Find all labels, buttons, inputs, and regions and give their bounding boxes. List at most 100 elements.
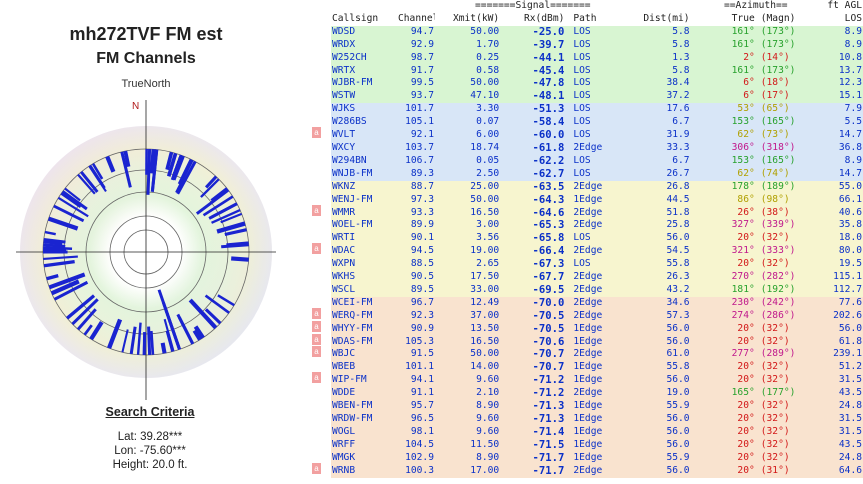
signal-spoke <box>216 221 246 234</box>
col-magn: (Magn) <box>755 12 821 26</box>
dist-cell: 44.5 <box>630 193 691 207</box>
true-azimuth-cell: 161° <box>690 38 756 52</box>
los-cell: 56.0 <box>821 322 863 336</box>
callsign-cell: WNJB-FM <box>331 167 397 181</box>
signal-spoke <box>77 173 96 195</box>
true-azimuth-cell: 270° <box>690 271 756 284</box>
true-azimuth-cell: 274° <box>690 309 756 323</box>
rx-cell: -25.0 <box>500 25 566 39</box>
path-cell: LOS <box>565 232 631 246</box>
station-spoke <box>147 326 152 355</box>
station-spoke <box>66 302 86 320</box>
callsign-cell: WENJ-FM <box>331 193 397 207</box>
xmit-cell: 17.00 <box>435 464 501 478</box>
channel-cell: 98.1 <box>397 425 435 439</box>
rx-cell: -71.2 <box>500 374 566 388</box>
channel-cell: 101.7 <box>397 103 435 117</box>
search-lat: Lat: 39.28*** <box>117 431 183 443</box>
channel-cell: 102.9 <box>397 451 435 465</box>
los-cell: 31.5 <box>821 374 863 388</box>
dist-cell: 5.8 <box>630 38 691 52</box>
xmit-cell: 0.25 <box>435 51 501 65</box>
signal-spoke <box>200 178 220 198</box>
xmit-cell: 16.50 <box>435 335 501 349</box>
path-cell: 1Edge <box>565 400 631 413</box>
magnetic-azimuth-cell: (32°) <box>755 413 821 426</box>
station-spoke <box>150 149 159 192</box>
los-cell: 13.7 <box>821 64 863 78</box>
magnetic-azimuth-cell: (173°) <box>755 38 821 52</box>
signal-spoke <box>204 175 218 189</box>
station-spoke <box>172 154 183 176</box>
rx-cell: -67.7 <box>500 271 566 284</box>
magnetic-azimuth-cell: (173°) <box>755 64 821 78</box>
callsign-cell: WVLT <box>331 129 397 142</box>
channel-cell: 94.5 <box>397 245 435 259</box>
rx-cell: -58.4 <box>500 116 566 130</box>
true-azimuth-cell: 20° <box>690 400 756 413</box>
signal-spoke <box>226 241 249 246</box>
true-azimuth-cell: 20° <box>690 322 756 336</box>
table-row: WBEN-FM 95.7 8.90 -71.3 1Edge 55.9 20° (32°) 24.… <box>331 400 863 413</box>
station-spoke <box>163 306 181 350</box>
callsign-cell: WRTI <box>331 232 397 246</box>
row-marker: a <box>312 204 321 216</box>
table-row: WERQ-FM 92.3 37.00 -70.5 2Edge 57.3 274° (286°)… <box>331 309 863 323</box>
magnetic-azimuth-cell: (32°) <box>755 361 821 375</box>
xmit-cell: 37.00 <box>435 309 501 323</box>
rx-cell: -70.0 <box>500 296 566 310</box>
los-cell: 239.1 <box>821 348 863 362</box>
los-cell: 43.5 <box>821 387 863 401</box>
los-cell: 24.8 <box>821 451 863 465</box>
los-cell: 31.5 <box>821 425 863 439</box>
dist-cell: 56.0 <box>630 438 691 452</box>
signal-spoke <box>193 325 205 339</box>
table-row: WOEL-FM 89.9 3.00 -65.3 2Edge 25.8 327° (339°) 3… <box>331 219 863 233</box>
table-row: WIP-FM 94.1 9.60 -71.2 1Edge 56.0 20° (32°) 31.5 <box>331 374 863 388</box>
channel-cell: 92.1 <box>397 129 435 142</box>
rx-cell: -62.2 <box>500 154 566 168</box>
los-cell: 7.9 <box>821 103 863 117</box>
signal-spoke <box>43 259 75 268</box>
magnetic-azimuth-cell: (32°) <box>755 322 821 336</box>
group-header-row: =======Signal======= ==Azimuth== ft AGL <box>331 0 863 13</box>
signal-spoke <box>83 324 93 336</box>
xmit-cell: 1.70 <box>435 38 501 52</box>
true-north-caption: TrueNorth <box>121 78 171 90</box>
xmit-cell: 13.50 <box>435 322 501 336</box>
signal-spoke <box>91 163 104 180</box>
station-spoke <box>146 149 152 195</box>
column-header-row: Callsign Channel Xmit(kW) Rx(dBm) Path D… <box>331 12 863 26</box>
true-azimuth-cell: 178° <box>690 180 756 194</box>
channel-cell: 89.5 <box>397 283 435 297</box>
signal-spoke <box>107 318 123 349</box>
dist-cell: 31.9 <box>630 129 691 142</box>
path-cell: 2Edge <box>565 309 631 323</box>
dist-cell: 6.7 <box>630 154 691 168</box>
dist-cell: 56.0 <box>630 335 691 349</box>
rx-cell: -71.5 <box>500 438 566 452</box>
xmit-cell: 18.74 <box>435 141 501 155</box>
dist-cell: 56.0 <box>630 425 691 439</box>
dist-cell: 25.8 <box>630 219 691 233</box>
dist-cell: 54.5 <box>630 245 691 259</box>
xmit-cell: 11.50 <box>435 438 501 452</box>
table-row: WRTI 90.1 3.56 -65.8 LOS 56.0 20° (32°) 18.0 <box>331 232 863 246</box>
los-cell: 8.9 <box>821 25 863 39</box>
path-cell: LOS <box>565 103 631 117</box>
dist-cell: 1.3 <box>630 51 691 65</box>
magnetic-azimuth-cell: (177°) <box>755 387 821 401</box>
dist-cell: 56.0 <box>630 413 691 426</box>
xmit-cell: 33.00 <box>435 283 501 297</box>
magnetic-azimuth-cell: (98°) <box>755 193 821 207</box>
callsign-cell: WOGL <box>331 425 397 439</box>
channel-cell: 97.3 <box>397 193 435 207</box>
callsign-cell: WHYY-FM <box>331 322 397 336</box>
path-cell: LOS <box>565 77 631 91</box>
dist-cell: 17.6 <box>630 103 691 117</box>
col-path: Path <box>565 12 631 26</box>
los-cell: 18.0 <box>821 232 863 246</box>
signal-spoke <box>47 216 79 231</box>
path-cell: LOS <box>565 64 631 78</box>
los-cell: 14.7 <box>821 167 863 181</box>
